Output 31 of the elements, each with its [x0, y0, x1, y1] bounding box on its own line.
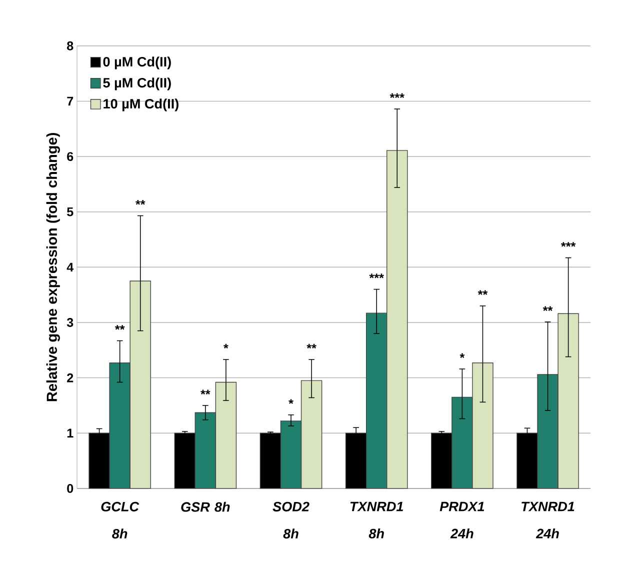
category-label: SOD2 8h: [272, 502, 310, 539]
annotation: **: [114, 325, 125, 330]
category-label: TXNRD1 8h: [350, 502, 404, 538]
annotation: **: [306, 344, 316, 349]
legend-label: 5 µM Cd(II): [103, 78, 171, 90]
annotation: *: [224, 344, 228, 349]
annotation: **: [478, 290, 488, 295]
y-tick-label: 7: [67, 96, 74, 106]
y-tick-label: 8: [67, 41, 74, 50]
y-tick-label: 5: [67, 207, 74, 216]
annotation: *: [460, 353, 465, 358]
y-tick-label: 4: [66, 262, 74, 272]
annotation: **: [200, 390, 210, 394]
category-label: GCLC 8h: [101, 502, 140, 539]
y-axis-title: Relative gene expression (fold change): [46, 133, 60, 402]
annotation: **: [542, 306, 553, 311]
annotation: ***: [369, 274, 384, 278]
y-tick-label: 3: [66, 318, 74, 327]
legend-label: 10 µM Cd(II): [104, 98, 178, 112]
y-tick-label: 2: [67, 373, 74, 382]
y-tick-label: 0: [67, 484, 74, 493]
y-tick-label: 1: [67, 428, 74, 438]
x-tick-label: GSR 8h: [181, 502, 230, 512]
annotation: ***: [560, 242, 576, 247]
annotation: ***: [390, 93, 404, 98]
legend-label: 0 µM Cd(II): [103, 56, 171, 70]
y-tick-label: 6: [67, 152, 74, 161]
annotation: **: [135, 200, 146, 205]
category-label: PRDX1 24h: [440, 502, 484, 538]
category-label: TXNRD1 24h: [522, 502, 574, 538]
annotation: *: [288, 399, 294, 404]
